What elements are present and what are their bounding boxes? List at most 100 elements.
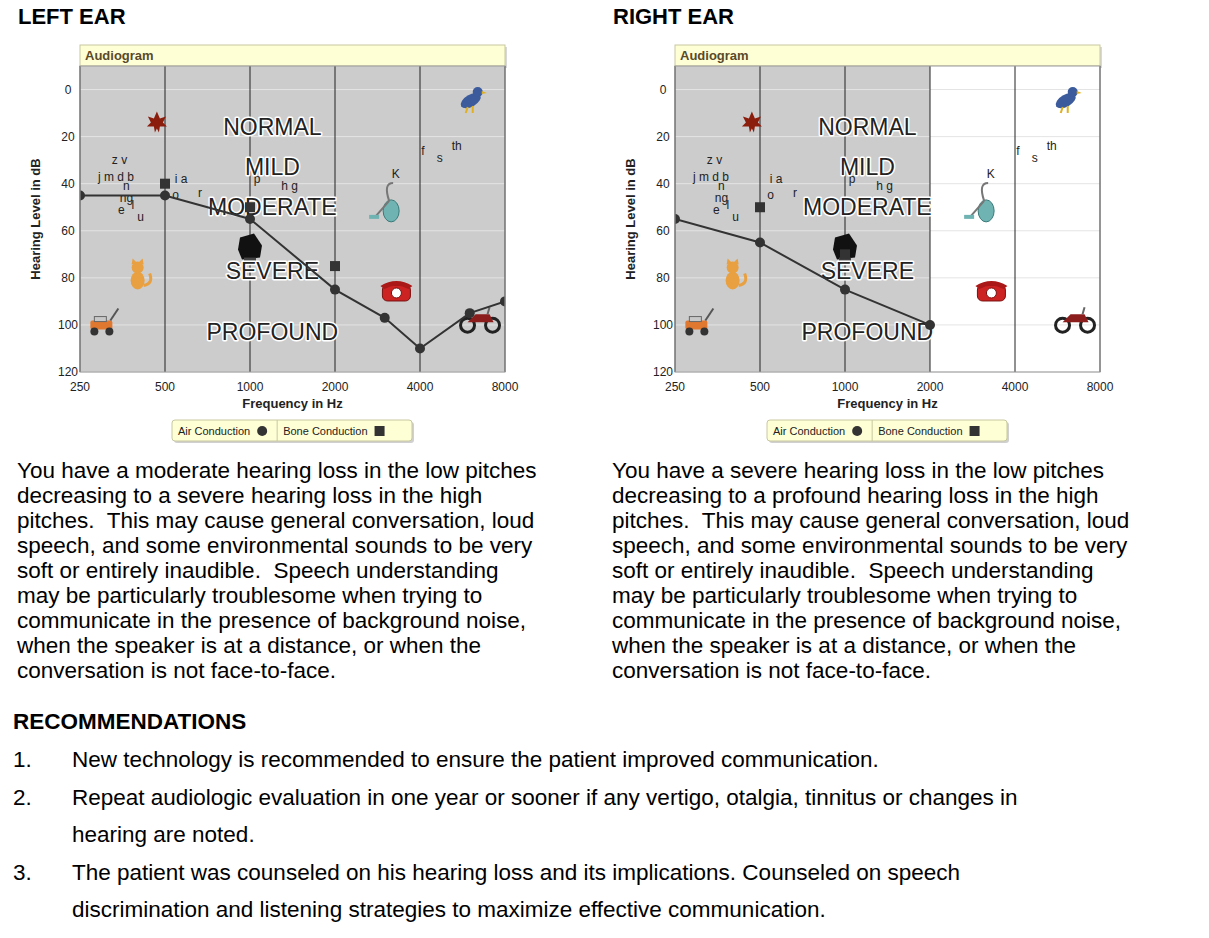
x-tick-label: 2000 (322, 380, 349, 394)
icon-part (94, 317, 106, 322)
summary-line: when the speaker is at a distance, or wh… (612, 633, 1129, 658)
grid-line-x (420, 66, 421, 372)
legend-symbol (970, 426, 980, 436)
degree-label: PROFOUND (802, 319, 934, 345)
item-text: The patient was counseled on his hearing… (72, 854, 960, 892)
x-tick-label: 1000 (237, 380, 264, 394)
speech-sound: l (132, 198, 135, 212)
legend-label: Bone Conduction (878, 425, 962, 437)
y-tick-label: 60 (656, 224, 670, 238)
degree-label: SEVERE (226, 258, 319, 284)
summary-line: You have a moderate hearing loss in the … (17, 458, 537, 483)
charts: LEFT EARAudiogram02040608010012025050010… (0, 0, 1209, 450)
icon-part (147, 111, 167, 132)
icon-part (1063, 314, 1089, 322)
summary-line: speech, and some environmental sounds to… (612, 533, 1129, 558)
y-tick-label: 80 (61, 271, 75, 285)
x-tick-label: 500 (155, 380, 175, 394)
icon-part (705, 309, 713, 321)
icon-part (473, 87, 483, 97)
air-marker (80, 190, 85, 200)
icon-part (970, 183, 988, 217)
icon-part (742, 111, 762, 132)
air-marker (160, 190, 170, 200)
speech-sound: s (437, 151, 443, 165)
icon-mower (90, 309, 118, 336)
icon-part (726, 271, 740, 289)
summary-line: may be particularly troublesome when try… (17, 583, 537, 608)
speech-sound: h g (876, 179, 893, 193)
icon-part (466, 107, 468, 113)
x-tick-label: 8000 (492, 380, 519, 394)
degree-label: MODERATE (208, 194, 337, 220)
item-text: discrimination and listening strategies … (72, 891, 826, 929)
series-group (675, 202, 935, 330)
speech-sound: s (1032, 151, 1038, 165)
air-marker (925, 320, 935, 330)
icon-mower (685, 309, 713, 336)
x-tick-label: 2000 (917, 380, 944, 394)
bone-marker (245, 202, 255, 212)
plot-frame (675, 66, 1100, 372)
chart-title: RIGHT EAR (613, 4, 734, 29)
panel-title: Audiogram (680, 48, 749, 63)
icon-part (1083, 307, 1085, 314)
grid-line-y (80, 230, 505, 231)
recommendations-heading: RECOMMENDATIONS (13, 709, 246, 735)
degree-label: MILD (840, 154, 895, 180)
icon-part (1067, 106, 1069, 113)
icon-vacuum (964, 183, 994, 222)
degree-label: MILD (245, 154, 300, 180)
audiogram: RIGHT EARAudiogram0204060801001202505001… (613, 4, 1114, 443)
icon-part (472, 106, 474, 113)
x-tick-label: 8000 (1087, 380, 1114, 394)
speech-sound: u (732, 210, 739, 224)
icon-part (964, 215, 974, 219)
x-axis-title: Frequency in Hz (242, 396, 343, 411)
air-marker (245, 214, 255, 224)
icon-part (689, 317, 701, 322)
panel-tab (80, 45, 505, 66)
degree-label: NORMAL (223, 114, 322, 140)
speech-sound: z v (112, 153, 127, 167)
y-tick-label: 20 (61, 130, 75, 144)
icon-part (391, 288, 401, 298)
grid-line-y (675, 89, 1100, 90)
air-marker (465, 308, 475, 318)
speech-sound: h g (281, 179, 298, 193)
summary-line: conversation is not face-to-face. (612, 658, 1129, 683)
icon-cat (131, 258, 151, 289)
icon-part (1068, 87, 1078, 97)
icon-phone (975, 281, 1007, 301)
icon-part (139, 258, 144, 264)
icon-moto (461, 307, 500, 332)
y-tick-label: 40 (656, 177, 670, 191)
legend-label: Air Conduction (773, 425, 845, 437)
speech-sound: r (198, 186, 202, 200)
plot-frame (80, 66, 505, 372)
icon-part (110, 309, 118, 321)
item-number: 2. (13, 779, 32, 817)
icon-part (105, 328, 113, 336)
y-tick-label: 120 (58, 365, 78, 379)
summary-line: You have a severe hearing loss in the lo… (612, 458, 1129, 483)
x-tick-label: 250 (70, 380, 90, 394)
icon-part (90, 328, 98, 336)
x-tick-label: 500 (750, 380, 770, 394)
x-axis-title: Frequency in Hz (837, 396, 938, 411)
tested-range-shading (80, 66, 505, 372)
summary-line: soft or entirely inaudible. Speech under… (612, 558, 1129, 583)
icon-part (488, 307, 490, 314)
grid-line-y (675, 230, 1100, 231)
speech-sound: i a (770, 172, 783, 186)
speech-sound: e (713, 203, 720, 217)
speech-sound: i a (175, 172, 188, 186)
legend-symbol (852, 426, 862, 436)
speech-sound: o (767, 188, 774, 202)
icon-vacuum (369, 183, 399, 222)
speech-sound: e (118, 203, 125, 217)
summary-line: communicate in the presence of backgroun… (17, 608, 537, 633)
grid-line-y (80, 89, 505, 90)
y-tick-label: 60 (61, 224, 75, 238)
summary-line: when the speaker is at a distance, or wh… (17, 633, 537, 658)
